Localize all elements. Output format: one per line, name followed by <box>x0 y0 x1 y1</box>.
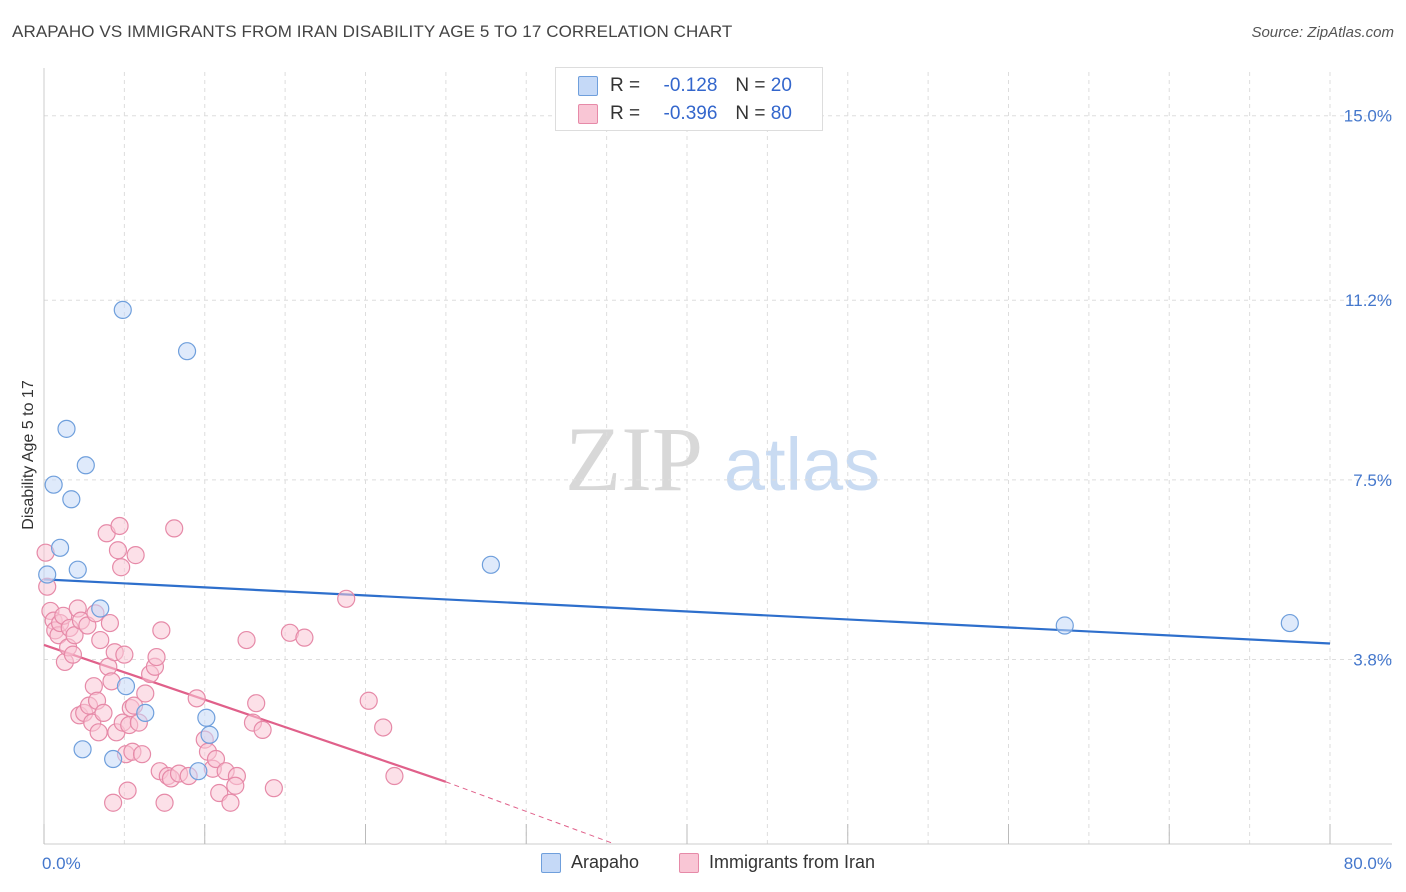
iran-swatch <box>679 852 699 873</box>
arapaho-point <box>177 342 197 361</box>
arapaho-point <box>91 599 110 618</box>
iran-point <box>115 645 134 664</box>
legend-n-value: 20 <box>770 75 792 96</box>
arapaho-point <box>136 703 155 723</box>
iran-point <box>110 516 129 536</box>
source-label: Source: ZipAtlas.com <box>1251 24 1394 41</box>
iran-point <box>132 745 152 764</box>
iran-point <box>104 793 123 812</box>
legend-r-label: R = <box>610 103 641 124</box>
arapaho-point <box>189 762 208 781</box>
iran-point <box>108 541 128 560</box>
iran-point <box>91 630 110 650</box>
arapaho-swatch <box>578 76 598 96</box>
iran-point <box>337 589 356 608</box>
arapaho-point <box>113 300 132 320</box>
arapaho-point <box>76 456 95 475</box>
legend-n-label: N = <box>735 75 766 96</box>
iran-point <box>63 645 83 664</box>
arapaho-point <box>68 560 87 579</box>
legend-row-iran: R = -0.396 N = 80 <box>578 102 792 126</box>
y-tick-label: 3.8% <box>1353 650 1392 669</box>
arapaho-point <box>200 725 219 744</box>
arapaho-point <box>1280 613 1299 633</box>
iran-point <box>118 781 137 800</box>
x-tick-label: 80.0% <box>1344 854 1392 873</box>
arapaho-point <box>116 677 136 696</box>
legend-item-iran[interactable]: Immigrants from Iran <box>679 852 875 873</box>
x-tick-labels: 0.0% 80.0% <box>42 854 1392 873</box>
legend-r-value: -0.396 <box>663 103 718 124</box>
iran-point <box>165 519 184 538</box>
arapaho-point <box>1055 616 1074 635</box>
axes <box>43 68 1392 845</box>
iran-point <box>253 720 272 739</box>
iran-point <box>374 718 393 737</box>
data-points <box>36 300 1299 812</box>
iran-point <box>147 647 166 667</box>
legend-row-arapaho: R = -0.128 N = 20 <box>578 74 792 98</box>
iran-point <box>221 793 240 812</box>
arapaho-point <box>104 749 123 769</box>
y-axis-label: Disability Age 5 to 17 <box>20 380 37 530</box>
iran-point <box>136 684 155 703</box>
iran-point <box>295 628 314 647</box>
y-tick-label: 7.5% <box>1353 471 1392 490</box>
iran-point <box>94 703 113 723</box>
iran-point <box>100 613 120 633</box>
arapaho-trend-line <box>43 578 1331 645</box>
iran-point <box>112 558 131 577</box>
chart-title: ARAPAHO VS IMMIGRANTS FROM IRAN DISABILI… <box>12 22 733 41</box>
arapaho-point <box>38 565 57 584</box>
iran-point <box>226 776 245 795</box>
arapaho-swatch <box>541 852 561 873</box>
iran-point <box>155 793 174 812</box>
watermark: ZIP atlas <box>565 408 880 510</box>
arapaho-point <box>73 740 92 759</box>
stats-legend: R = -0.128 N = 20 R = -0.396 N = 80 <box>555 67 823 131</box>
series-legend: Arapaho Immigrants from Iran <box>0 852 1406 878</box>
y-tick-labels: 3.8% 7.5% 11.2% 15.0% <box>1344 107 1392 670</box>
arapaho-point <box>50 538 70 557</box>
y-tick-label: 11.2% <box>1345 291 1392 310</box>
watermark-atlas: atlas <box>724 423 880 506</box>
legend-n-label: N = <box>735 103 766 124</box>
grid <box>44 72 1392 844</box>
iran-swatch <box>578 104 598 124</box>
legend-item-label: Arapaho <box>571 852 640 872</box>
iran-point <box>206 749 226 769</box>
iran-point <box>359 691 378 710</box>
arapaho-point <box>62 490 81 509</box>
x-tick-label: 0.0% <box>42 854 81 873</box>
iran-point <box>126 546 145 565</box>
legend-item-label: Immigrants from Iran <box>709 852 876 872</box>
arapaho-point <box>481 555 500 574</box>
iran-point <box>385 766 404 786</box>
legend-r-value: -0.128 <box>663 75 718 96</box>
arapaho-point <box>197 708 216 727</box>
watermark-zip: ZIP <box>565 408 703 510</box>
iran-point <box>187 689 206 708</box>
iran-point <box>247 694 266 713</box>
legend-item-arapaho[interactable]: Arapaho <box>541 852 639 873</box>
iran-point <box>152 621 171 640</box>
iran-point <box>89 723 108 742</box>
arapaho-point <box>44 475 63 494</box>
iran-point <box>237 630 256 650</box>
legend-r-label: R = <box>610 75 641 96</box>
iran-trend-extension <box>445 781 615 845</box>
iran-point <box>264 779 283 798</box>
y-tick-label: 15.0% <box>1344 107 1392 126</box>
legend-n-value: 80 <box>770 103 792 124</box>
arapaho-point <box>57 419 76 438</box>
